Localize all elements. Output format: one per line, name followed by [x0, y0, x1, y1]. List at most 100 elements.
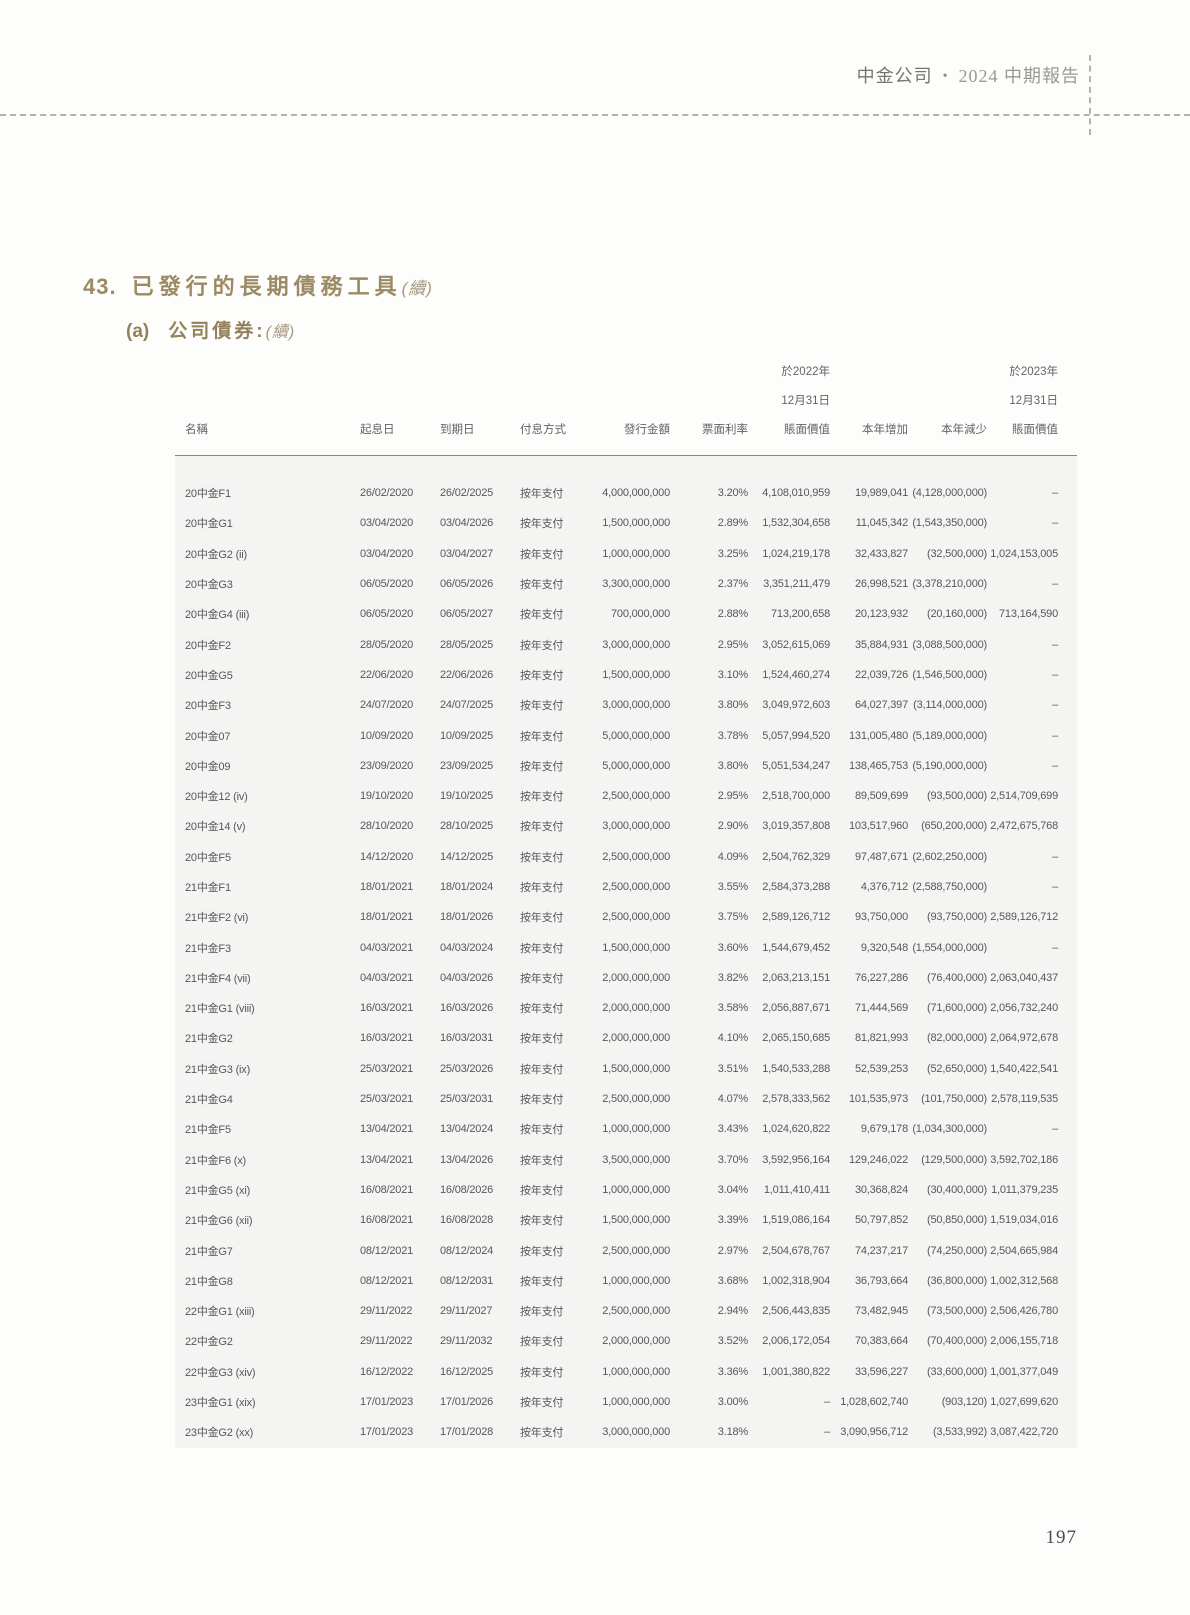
table-cell: (52,650,000) — [927, 1062, 987, 1075]
table-cell: 19/10/2020 — [360, 790, 414, 803]
table-cell: 25/03/2021 — [360, 1093, 414, 1106]
table-row: 21中金F4 (vii) 04/03/2021 04/03/2026 按年支付 2,00… — [175, 963, 1077, 993]
table-cell: 21中金G4 — [185, 1094, 233, 1107]
table-cell: (36,800,000) — [927, 1274, 987, 1287]
table-cell: 22,039,726 — [854, 668, 908, 681]
table-row: 22中金G1 (xiii) 29/11/2022 29/11/2027 按年支付 2,5… — [175, 1296, 1077, 1326]
table-cell: 21中金G7 — [185, 1245, 233, 1258]
table-cell: 08/12/2021 — [360, 1244, 414, 1257]
table-cell: 按年支付 — [520, 1184, 564, 1197]
table-cell: 3,300,000,000 — [602, 578, 670, 591]
table-cell: – — [1052, 668, 1058, 681]
table-cell: 103,517,960 — [849, 820, 908, 833]
table-cell: (3,533,992) — [932, 1426, 987, 1439]
table-cell: (3,088,500,000) — [912, 638, 987, 651]
table-cell: 按年支付 — [520, 1063, 564, 1076]
table-cell: 20中金G1 — [185, 518, 233, 531]
table-row: 21中金G3 (ix) 25/03/2021 25/03/2026 按年支付 1,500… — [175, 1054, 1077, 1084]
table-row: 21中金F3 04/03/2021 04/03/2024 按年支付 1,500,000,… — [175, 932, 1077, 962]
document-header: 中金公司 • 2024 中期報告 — [857, 62, 1080, 88]
section-title: 43. 已發行的長期債務工具(續) — [83, 269, 433, 301]
table-cell: 713,164,590 — [999, 608, 1058, 621]
table-cell: 按年支付 — [520, 548, 564, 561]
table-cell: 25/03/2031 — [440, 1093, 494, 1106]
table-cell: 2,500,000,000 — [602, 881, 670, 893]
table-cell: 按年支付 — [520, 639, 564, 652]
table-cell: 06/05/2020 — [360, 578, 414, 591]
table-cell: 14/12/2020 — [360, 850, 414, 863]
table-cell: – — [1052, 699, 1058, 712]
table-cell: – — [1052, 517, 1058, 530]
table-cell: 1,000,000,000 — [602, 1274, 670, 1287]
table-cell: 21中金F3 — [185, 942, 231, 955]
table-cell: 1,519,086,164 — [762, 1214, 830, 1227]
table-cell: 06/05/2027 — [440, 608, 494, 621]
table-cell: 29/11/2027 — [440, 1305, 493, 1318]
table-cell: 08/12/2031 — [440, 1274, 494, 1287]
table-cell: 23中金G2 (xx) — [185, 1427, 254, 1440]
table-row: 20中金G5 22/06/2020 22/06/2026 按年支付 1,500,000,… — [175, 660, 1077, 690]
table-cell: 29/11/2032 — [440, 1335, 493, 1348]
table-cell: 21中金F1 — [185, 882, 231, 894]
table-cell: 14/12/2025 — [440, 850, 494, 863]
table-cell: 按年支付 — [520, 1366, 564, 1379]
table-cell: 2.94% — [717, 1305, 748, 1318]
table-cell: 713,200,658 — [771, 608, 830, 621]
table-cell: 2,006,172,054 — [762, 1335, 830, 1348]
table-cell: 3.04% — [717, 1183, 748, 1196]
table-cell: – — [1052, 487, 1058, 500]
table-cell: 16/08/2028 — [440, 1214, 494, 1227]
table-cell: – — [1052, 1123, 1058, 1136]
table-cell: 3.55% — [717, 881, 748, 893]
table-cell: 2.37% — [717, 578, 748, 591]
table-cell: 4,000,000,000 — [602, 487, 670, 500]
table-cell: 3,000,000,000 — [602, 699, 670, 712]
table-cell: 76,227,286 — [854, 971, 908, 984]
table-cell: (1,543,350,000) — [912, 517, 987, 530]
table-cell: (2,602,250,000) — [912, 850, 987, 863]
table-cell: 3.10% — [717, 668, 748, 681]
header-line: 賬面價值 — [784, 424, 830, 436]
table-cell: 1,028,602,740 — [840, 1396, 908, 1409]
table-row: 21中金G4 25/03/2021 25/03/2031 按年支付 2,500,000,… — [175, 1084, 1077, 1114]
table-cell: 17/01/2028 — [440, 1426, 494, 1439]
table-cell: 21中金G3 (ix) — [185, 1063, 251, 1076]
table-cell: 2,589,126,712 — [762, 911, 830, 924]
table-cell: (129,500,000) — [921, 1153, 987, 1166]
table-cell: 20中金09 — [185, 760, 231, 773]
table-cell: 2,006,155,718 — [990, 1335, 1058, 1348]
table-cell: 1,500,000,000 — [602, 517, 670, 530]
table-cell: 16/12/2022 — [360, 1365, 414, 1378]
table-cell: 3.82% — [717, 971, 748, 984]
table-cell: 4.07% — [717, 1093, 748, 1106]
table-cell: – — [1052, 850, 1058, 863]
table-cell: (33,600,000) — [927, 1365, 987, 1378]
table-cell: 04/03/2024 — [440, 941, 494, 954]
table-cell: 按年支付 — [520, 1124, 564, 1137]
table-row: 20中金G3 06/05/2020 06/05/2026 按年支付 3,300,000,… — [175, 569, 1077, 599]
table-row: 22中金G2 29/11/2022 29/11/2032 按年支付 2,000,000,… — [175, 1326, 1077, 1356]
table-row: 20中金F3 24/07/2020 24/07/2025 按年支付 3,000,000,… — [175, 690, 1077, 720]
table-cell: 1,500,000,000 — [602, 1062, 670, 1075]
table-cell: 按年支付 — [520, 1397, 564, 1410]
table-cell: 17/01/2023 — [360, 1396, 414, 1409]
table-cell: 21中金F5 — [185, 1124, 231, 1137]
header-line: 於2023年 — [1009, 366, 1058, 378]
table-cell: 20中金G2 (ii) — [185, 548, 247, 561]
table-cell: 3,019,357,808 — [762, 820, 830, 833]
table-cell: 按年支付 — [520, 760, 564, 773]
table-cell: 2,056,887,671 — [762, 1002, 830, 1015]
table-cell: 3.43% — [717, 1123, 748, 1136]
table-cell: 2,514,709,699 — [990, 790, 1058, 803]
table-cell: 按年支付 — [520, 972, 564, 985]
table-cell: 08/12/2024 — [440, 1244, 494, 1257]
table-cell: 2.90% — [717, 820, 748, 833]
table-cell: 1,500,000,000 — [602, 668, 670, 681]
page-number: 197 — [1045, 1527, 1077, 1548]
table-cell: 129,246,022 — [849, 1153, 908, 1166]
table-cell: 06/05/2020 — [360, 608, 414, 621]
table-cell: 按年支付 — [520, 1245, 564, 1258]
table-cell: 按年支付 — [520, 1094, 564, 1107]
table-cell: 1,027,699,620 — [990, 1396, 1058, 1409]
table-cell: (4,128,000,000) — [912, 487, 987, 500]
